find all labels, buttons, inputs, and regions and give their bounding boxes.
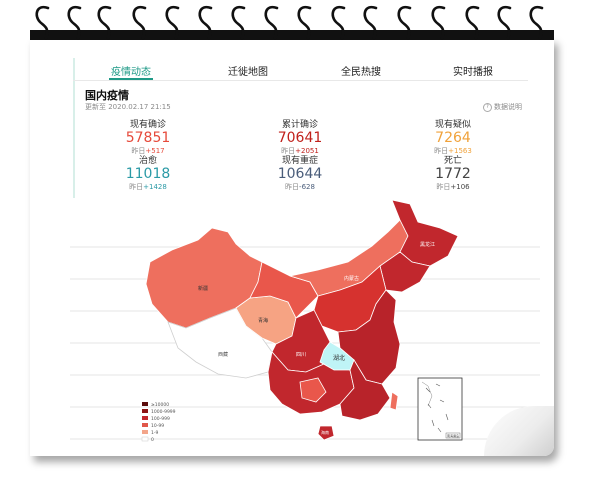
binding-ring xyxy=(94,2,120,46)
binding-ring xyxy=(32,2,58,46)
binding-ring xyxy=(360,2,386,46)
stat-label: 现有疑似 xyxy=(434,120,471,130)
map-label-sichuan: 四川 xyxy=(296,352,306,358)
binding-ring xyxy=(328,2,354,46)
tab-trending-searches[interactable]: 全民热搜 xyxy=(341,67,381,78)
stat-delta: 昨日+517 xyxy=(131,147,165,155)
spiral-binding-bar xyxy=(30,30,554,40)
stat-deaths: 死亡 1772 昨日+106 xyxy=(388,153,518,192)
region-jilin-liaoning[interactable] xyxy=(379,251,431,293)
legend-swatch xyxy=(142,430,148,434)
stat-severe: 现有重症 10644 昨日-628 xyxy=(235,153,365,192)
legend-label: 1-9 xyxy=(151,430,158,436)
stat-value: 57851 xyxy=(125,130,171,146)
region-southeast[interactable] xyxy=(339,359,391,421)
legend-swatch xyxy=(142,402,148,406)
active-tab-indicator xyxy=(109,78,153,80)
binding-ring xyxy=(162,2,188,46)
stat-value: 70641 xyxy=(277,130,323,146)
map-label-neimenggu: 内蒙古 xyxy=(344,275,359,282)
legend-swatch xyxy=(142,409,148,413)
update-time: 更新至 2020.02.17 21:15 xyxy=(85,103,171,111)
stat-label: 死亡 xyxy=(443,156,462,166)
stat-value: 11018 xyxy=(125,166,171,182)
map-legend: ≥10000 1000-9999 100-999 10-99 1-9 0 xyxy=(141,402,176,443)
tab-epidemic-updates[interactable]: 疫情动态 xyxy=(111,67,151,78)
stat-value: 10644 xyxy=(277,166,323,182)
data-info-label: 数据说明 xyxy=(494,103,522,111)
binding-ring xyxy=(228,2,254,46)
region-guangxi[interactable] xyxy=(299,377,327,403)
binding-ring xyxy=(526,2,552,46)
legend-swatch xyxy=(141,436,149,442)
map-label-hubei: 湖北 xyxy=(333,354,345,362)
binding-ring xyxy=(394,2,420,46)
stat-delta: 昨日+106 xyxy=(436,183,470,191)
stat-value: 1772 xyxy=(435,166,471,182)
tab-live-reports[interactable]: 实时播报 xyxy=(453,67,493,78)
map-label-hainan: 海南 xyxy=(321,429,329,435)
stat-current-confirmed: 现有确诊 57851 昨日+517 xyxy=(83,117,213,156)
map-label-xizang: 西藏 xyxy=(218,351,228,358)
legend-label: 10-99 xyxy=(151,423,164,429)
south-china-sea-inset: 南海诸岛 xyxy=(417,377,463,441)
stat-cured: 治愈 11018 昨日+1428 xyxy=(83,153,213,192)
stat-current-suspected: 现有疑似 7264 昨日+1563 xyxy=(388,117,518,156)
region-hainan[interactable] xyxy=(317,425,335,441)
map-label-heilongjiang: 黑龙江 xyxy=(420,241,435,248)
binding-ring xyxy=(428,2,454,46)
stat-delta: 昨日+1428 xyxy=(129,183,167,191)
stat-label: 现有重症 xyxy=(281,156,318,166)
stat-total-confirmed: 累计确诊 70641 昨日+2051 xyxy=(235,117,365,156)
tab-divider xyxy=(73,80,528,81)
stat-label: 现有确诊 xyxy=(129,120,166,130)
map-label-xinjiang: 新疆 xyxy=(198,285,208,292)
binding-ring xyxy=(129,2,155,46)
legend-label: 1000-9999 xyxy=(151,409,176,415)
question-icon: ? xyxy=(483,102,492,112)
tab-bar: 疫情动态 迁徙地图 全民热搜 实时播报 xyxy=(73,58,528,81)
inset-label: 南海诸岛 xyxy=(447,433,459,438)
region-taiwan[interactable] xyxy=(389,391,399,411)
binding-ring xyxy=(261,2,287,46)
stat-delta: 昨日+2051 xyxy=(281,147,319,155)
card-accent-rule xyxy=(73,58,75,198)
card-title: 国内疫情 xyxy=(85,89,129,102)
binding-ring xyxy=(462,2,488,46)
binding-ring xyxy=(64,2,90,46)
legend-label: 0 xyxy=(151,437,154,443)
binding-ring xyxy=(195,2,221,46)
stat-label: 累计确诊 xyxy=(281,120,318,130)
legend-label: 100-999 xyxy=(151,416,170,422)
stat-label: 治愈 xyxy=(138,156,157,166)
binding-ring xyxy=(294,2,320,46)
stat-value: 7264 xyxy=(435,130,471,146)
binding-ring xyxy=(494,2,520,46)
legend-swatch xyxy=(142,423,148,427)
map-label-qinghai: 青海 xyxy=(258,317,268,324)
data-info-link[interactable]: ? 数据说明 xyxy=(483,102,522,112)
legend-swatch xyxy=(142,416,148,420)
region-heilongjiang[interactable] xyxy=(391,199,459,267)
legend-label: ≥10000 xyxy=(151,402,169,408)
tab-migration-map[interactable]: 迁徙地图 xyxy=(228,67,268,78)
stat-delta: 昨日-628 xyxy=(285,183,315,191)
epidemic-card: 疫情动态 迁徙地图 全民热搜 实时播报 国内疫情 更新至 2020.02.17 … xyxy=(73,58,528,198)
stat-delta: 昨日+1563 xyxy=(434,147,472,155)
